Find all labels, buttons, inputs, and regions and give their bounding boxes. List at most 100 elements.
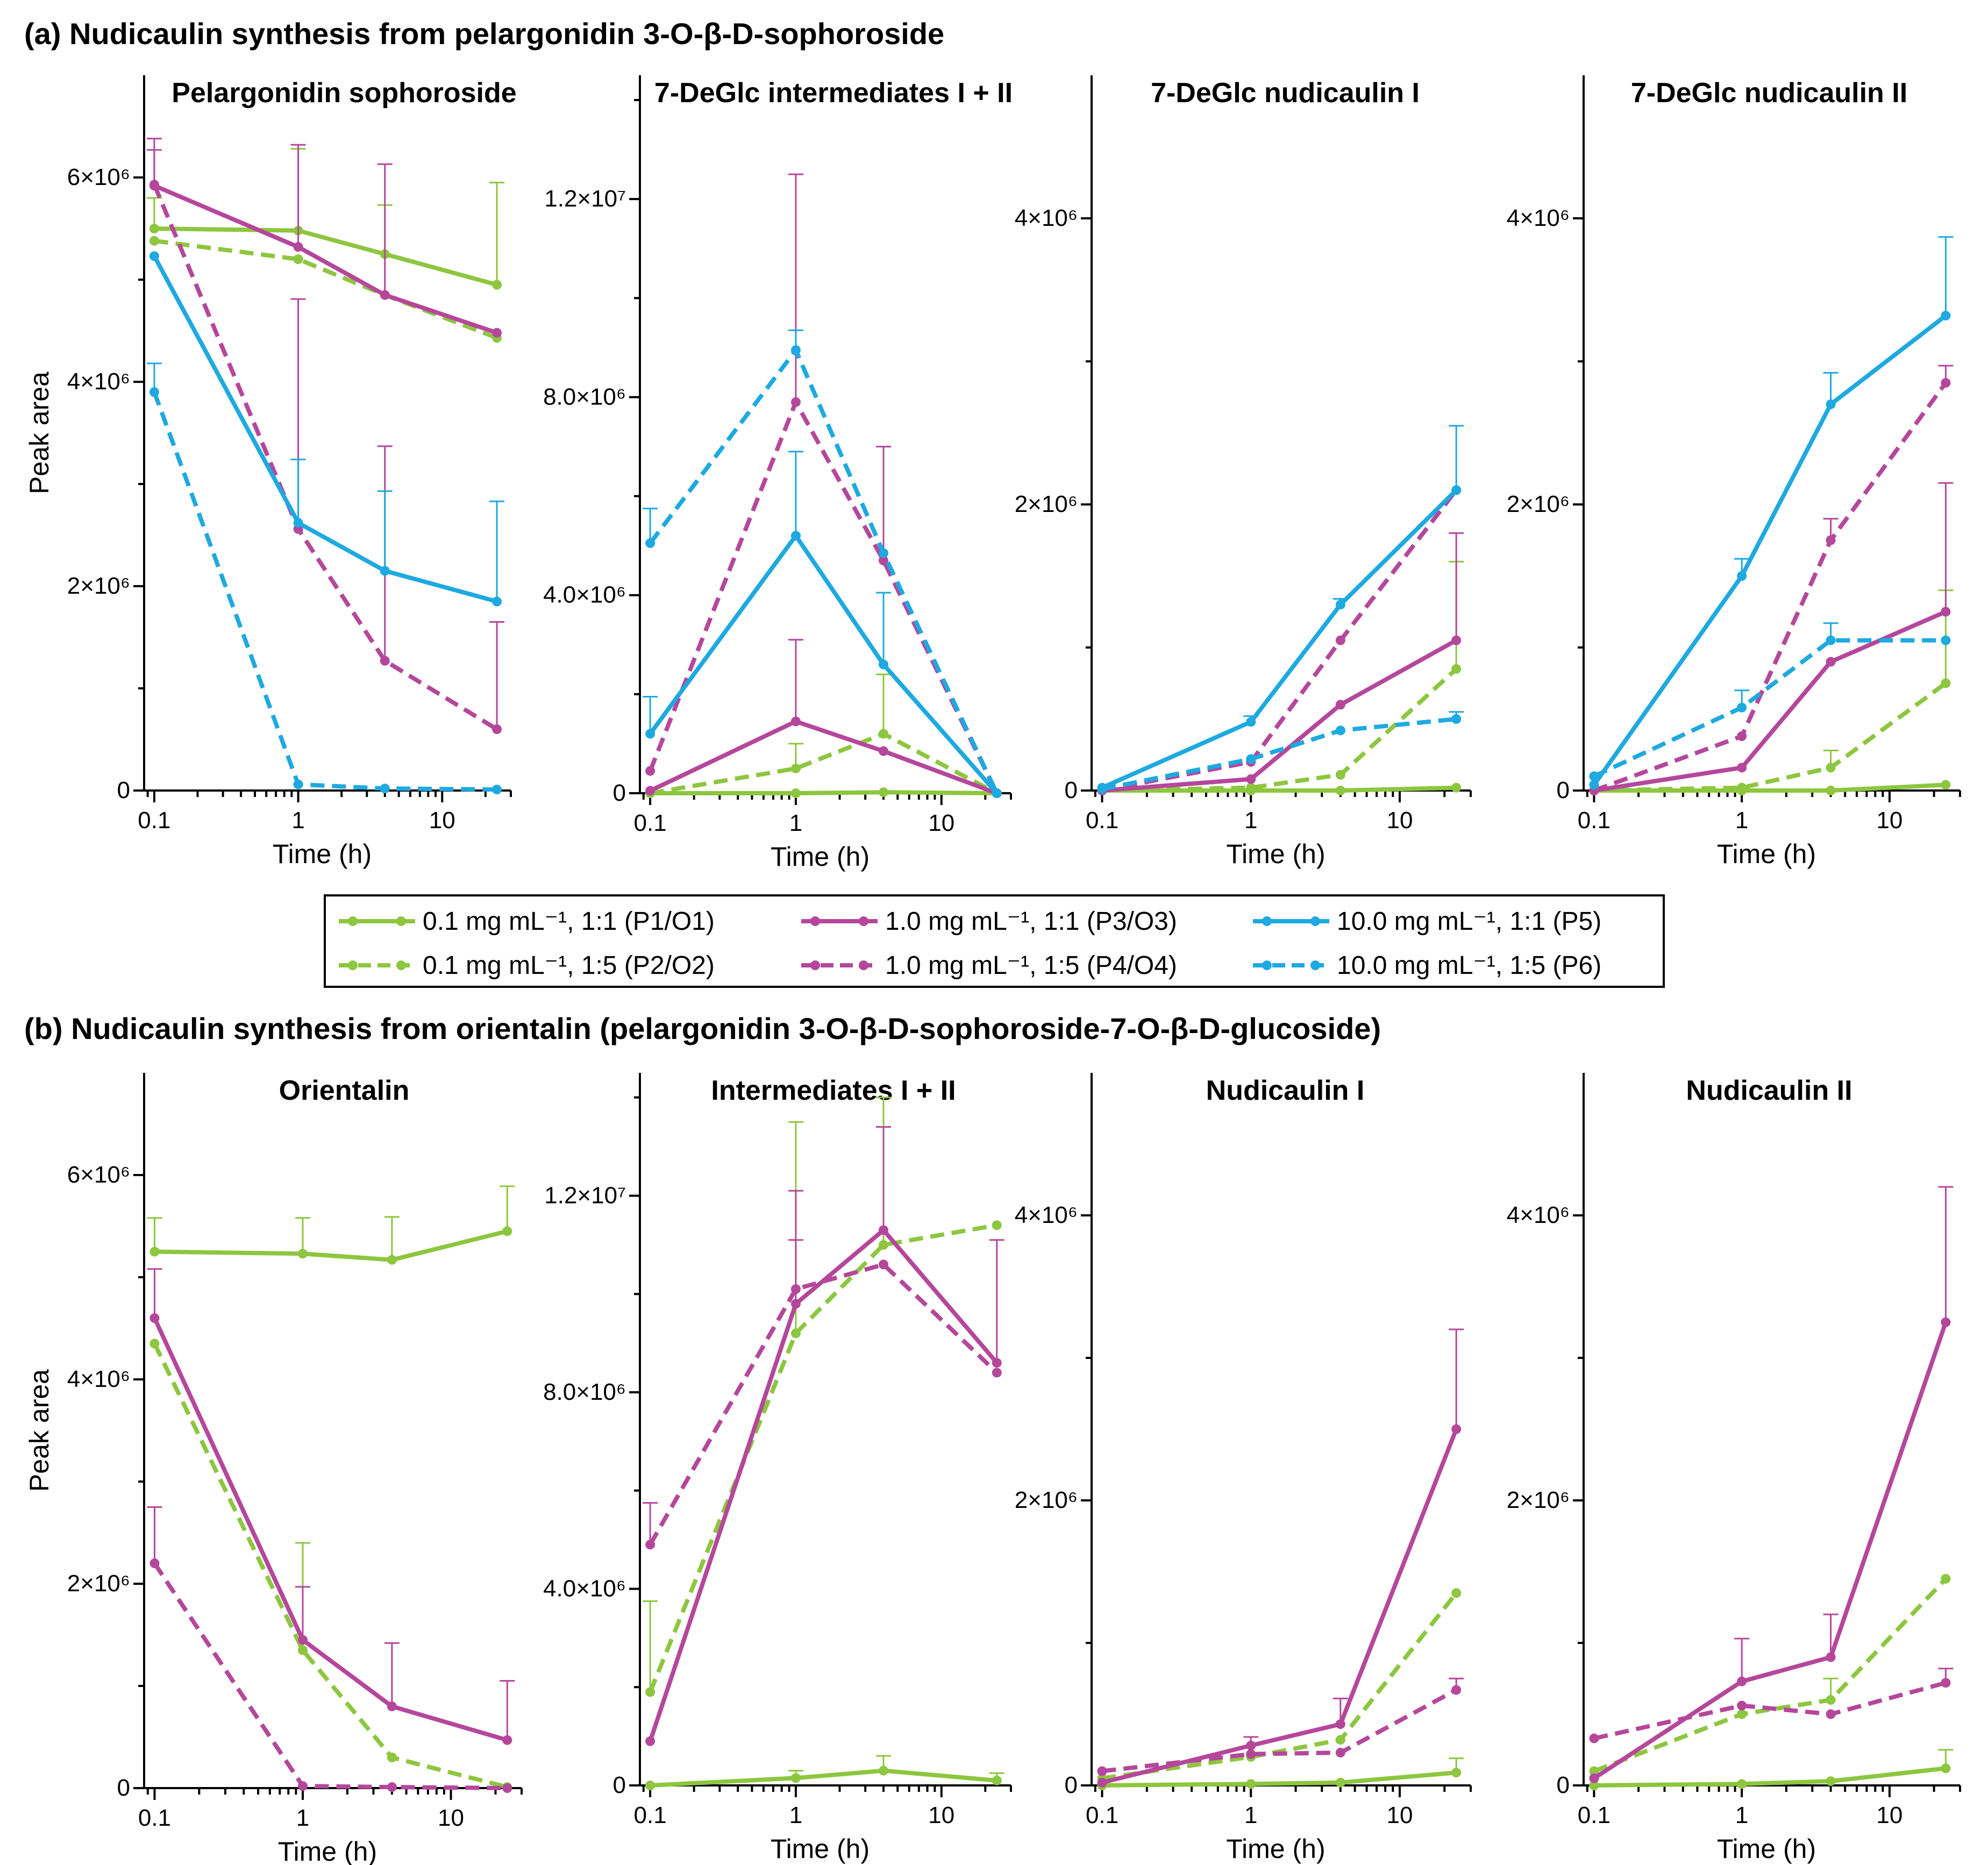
data-point: [790, 788, 801, 798]
series-line: [153, 1562, 508, 1790]
y-tick-label: 4×10⁶: [1015, 1202, 1078, 1228]
section-a-title: (a) Nudicaulin synthesis from pelargonid…: [24, 17, 945, 51]
data-point: [149, 251, 159, 261]
x-tick-label: 1: [1735, 807, 1748, 834]
data-point: [1451, 664, 1462, 674]
data-point: [387, 1255, 397, 1265]
data-point: [1097, 1766, 1107, 1776]
y-tick-label: 4.0×10⁶: [543, 582, 626, 608]
series: [643, 329, 1002, 798]
data-point: [645, 786, 655, 796]
data-point: [1826, 763, 1836, 773]
y-tick-label: 4×10⁶: [1015, 205, 1078, 231]
data-point: [790, 716, 801, 727]
series-line: [152, 255, 498, 604]
data-point: [149, 1247, 160, 1257]
data-point: [1335, 600, 1345, 610]
data-point: [1451, 1588, 1462, 1598]
data-point: [1451, 714, 1462, 724]
data-point: [1941, 1763, 1951, 1774]
y-tick-label: 0: [1557, 1772, 1570, 1798]
series: [146, 362, 502, 795]
series-line: [1102, 638, 1458, 793]
chart-panel: 0.1 1 10 0 4.0×10⁶ 8.0×10⁶ 1.2×10⁷ Intermediate…: [543, 1073, 1012, 1864]
data-point: [992, 1775, 1002, 1785]
series-line: [1101, 488, 1458, 790]
data-point: [1941, 607, 1951, 617]
data-point: [293, 242, 303, 252]
data-point: [1941, 1317, 1951, 1327]
data-point: [149, 1339, 160, 1349]
legend-label: 0.1 mg mL⁻¹, 1:1 (P1/O1): [423, 907, 715, 936]
data-point: [645, 729, 655, 739]
legend-swatch: [1253, 916, 1329, 926]
x-axis-label: Time (h): [273, 839, 372, 869]
data-point: [380, 656, 390, 666]
y-axis-label: Peak area: [24, 372, 54, 494]
panel-title: Nudicaulin I: [1206, 1075, 1365, 1106]
y-tick-label: 6×10⁶: [67, 1162, 130, 1188]
x-tick-label: 0.1: [138, 1805, 171, 1831]
y-tick-label: 0: [1557, 777, 1570, 803]
data-point: [1941, 678, 1951, 688]
data-point: [492, 785, 502, 795]
series-line: [1101, 1591, 1458, 1781]
series-line: [648, 348, 999, 794]
legend-marker: [396, 960, 406, 970]
series-line: [153, 183, 498, 335]
data-point: [645, 766, 655, 776]
data-point: [1589, 771, 1599, 781]
data-point: [149, 1558, 160, 1568]
x-tick-label: 0.1: [1086, 1802, 1118, 1828]
data-point: [1097, 784, 1107, 794]
y-tick-label: 8.0×10⁶: [543, 383, 626, 410]
data-point: [502, 1735, 512, 1745]
y-tick-label: 0: [1065, 1772, 1078, 1798]
data-point: [1826, 399, 1836, 409]
data-point: [492, 724, 502, 734]
x-axis-label: Time (h): [1226, 1834, 1325, 1864]
legend-marker: [348, 960, 358, 970]
data-point: [387, 1753, 397, 1762]
panel-title: 7-DeGlc nudicaulin II: [1631, 77, 1907, 109]
data-point: [992, 1220, 1002, 1230]
data-point: [1941, 1574, 1951, 1584]
series: [1589, 1749, 1954, 1790]
data-point: [1826, 657, 1836, 667]
data-point: [1451, 635, 1462, 645]
data-point: [1941, 310, 1951, 321]
series-line: [1101, 717, 1457, 792]
legend-marker: [810, 960, 820, 970]
data-point: [1589, 1733, 1599, 1743]
y-tick-label: 0: [117, 777, 130, 803]
data-point: [380, 566, 390, 576]
legend-swatch: [801, 960, 878, 970]
series-line: [1593, 638, 1946, 779]
data-point: [387, 1702, 397, 1711]
series-line: [1102, 667, 1458, 793]
legend-marker: [810, 916, 820, 926]
x-axis-label: Time (h): [1717, 1834, 1816, 1864]
data-point: [1737, 731, 1747, 741]
legend-marker: [859, 960, 868, 970]
data-point: [1451, 485, 1462, 495]
y-tick-label: 2×10⁶: [1015, 1487, 1078, 1513]
data-point: [790, 1299, 801, 1309]
legend-marker: [1262, 916, 1272, 926]
series-line: [154, 226, 498, 287]
panel-title: Pelargonidin sophoroside: [172, 77, 516, 109]
series-line: [650, 1768, 997, 1788]
legend: 0.1 mg mL⁻¹, 1:1 (P1/O1) 1.0 mg mL⁻¹, 1:…: [324, 894, 1665, 988]
series-line: [1594, 1766, 1946, 1788]
data-point: [293, 254, 303, 264]
data-point: [645, 1540, 655, 1550]
series-line: [648, 400, 999, 794]
series: [149, 236, 502, 343]
data-point: [1246, 1740, 1256, 1750]
data-point: [992, 1358, 1002, 1368]
y-tick-label: 6×10⁶: [67, 164, 130, 190]
x-axis-label: Time (h): [1226, 839, 1325, 869]
series-line: [1594, 681, 1947, 793]
data-point: [1826, 1709, 1836, 1719]
